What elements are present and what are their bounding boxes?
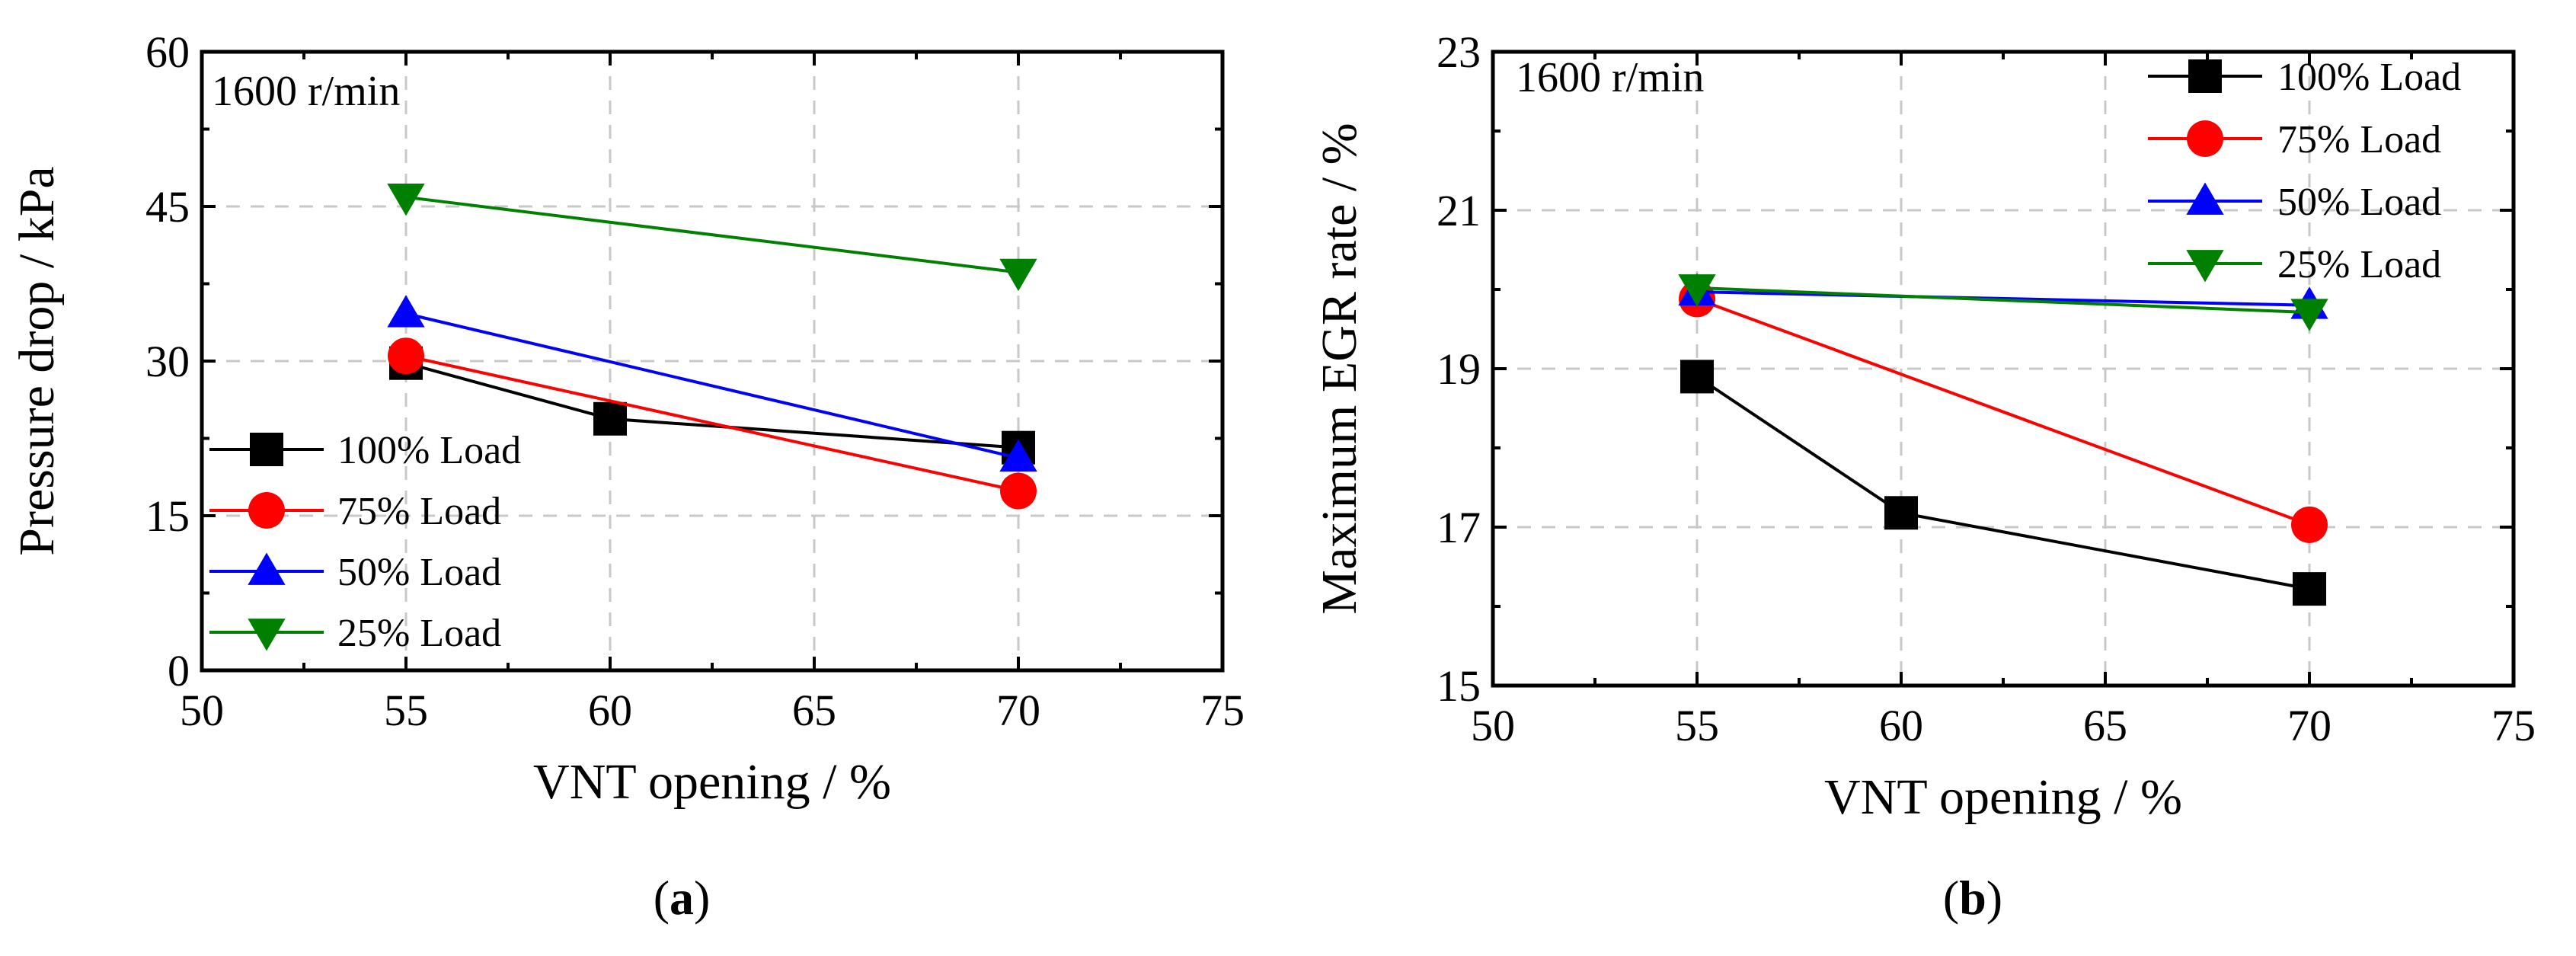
legend-marker: [248, 492, 285, 529]
caption-paren-close: ): [1986, 871, 2002, 925]
data-point: [999, 258, 1037, 292]
y-tick-label: 0: [168, 646, 190, 695]
y-tick-label: 45: [145, 182, 190, 232]
y-axis-label: Pressure drop / kPa: [9, 166, 65, 555]
series-line: [405, 312, 1019, 460]
x-tick-label: 50: [1471, 701, 1515, 750]
x-axis-label: VNT opening / %: [1824, 769, 2182, 825]
caption-paren-open: (: [654, 871, 670, 925]
x-tick-label: 75: [2491, 701, 2536, 750]
legend-label: 50% Load: [337, 551, 501, 594]
series-line: [405, 354, 1019, 493]
legend-label: 100% Load: [337, 429, 521, 472]
y-tick-label: 21: [1437, 186, 1481, 235]
legend-marker: [2186, 250, 2224, 283]
data-point: [2290, 299, 2328, 331]
x-tick-label: 70: [996, 686, 1040, 735]
data-point: [1678, 274, 1716, 307]
caption-letter: a: [670, 871, 694, 925]
caption-paren-close: ): [694, 871, 710, 925]
legend-marker: [248, 552, 286, 585]
x-tick-label: 55: [1675, 701, 1719, 750]
x-axis-label: VNT opening / %: [533, 754, 891, 810]
data-point: [1680, 360, 1714, 394]
series-line: [1696, 286, 2310, 315]
x-tick-label: 75: [1200, 686, 1245, 735]
speed-annotation: 1600 r/min: [1516, 54, 1704, 101]
data-point: [593, 401, 627, 436]
y-tick-label: 19: [1437, 344, 1481, 394]
data-point: [1000, 472, 1037, 510]
x-tick-label: 60: [1879, 701, 1923, 750]
chart-panel-b: 50 55 60 65 70 75 15 17 19 21 23 VNT opening / % Max…: [1312, 27, 2536, 925]
series-50-load: [387, 295, 1037, 472]
legend-label: 75% Load: [337, 490, 501, 533]
data-point: [2293, 572, 2326, 606]
legend-label: 50% Load: [2277, 181, 2441, 224]
legend-label: 25% Load: [2277, 243, 2441, 286]
y-tick-label: 23: [1437, 27, 1481, 77]
chart-panel-a: 50 55 60 65 70 75 0 15 30 45 60 VNT opening / % Pres…: [9, 27, 1245, 925]
legend-marker: [2187, 120, 2223, 157]
data-point: [1884, 496, 1918, 530]
y-tick-label: 30: [145, 337, 190, 386]
x-tick-label: 55: [384, 686, 428, 735]
legend-label: 100% Load: [2277, 56, 2461, 99]
series-line: [405, 195, 1019, 274]
x-tick-label: 50: [180, 686, 224, 735]
panel-caption: (a): [654, 871, 711, 925]
y-tick-label: 15: [145, 491, 190, 541]
speed-annotation: 1600 r/min: [212, 68, 400, 115]
data-point: [388, 337, 424, 375]
legend-marker: [2186, 182, 2224, 215]
legend-marker: [248, 619, 286, 651]
panel-caption: (b): [1943, 871, 2002, 925]
caption-paren-open: (: [1943, 871, 1959, 925]
series-line: [1696, 297, 2310, 526]
series-75-load: [388, 337, 1037, 510]
y-axis-label: Maximum EGR rate / %: [1312, 123, 1367, 614]
data-point: [2291, 506, 2328, 543]
series-25-load: [387, 184, 1037, 292]
data-point: [387, 295, 425, 328]
legend: 100% Load 75% Load 50% Load 25% Load: [2148, 56, 2461, 286]
series-line: [1695, 375, 2310, 591]
y-tick-label: 60: [145, 27, 190, 77]
x-tick-label: 65: [792, 686, 836, 735]
legend-marker: [2188, 59, 2222, 93]
y-tick-label: 17: [1437, 503, 1481, 552]
caption-letter: b: [1959, 871, 1986, 925]
data-point: [999, 439, 1037, 472]
series-line: [1696, 290, 2310, 307]
data-point: [387, 184, 425, 216]
legend-label: 25% Load: [337, 612, 501, 655]
x-tick-label: 65: [2083, 701, 2127, 750]
series-25-load: [1678, 274, 2328, 331]
legend: 100% Load 75% Load 50% Load 25% Load: [209, 429, 521, 655]
y-tick-label: 15: [1437, 661, 1481, 711]
series-100-load: [1680, 360, 2326, 606]
x-tick-label: 60: [588, 686, 632, 735]
series-50-load: [1678, 273, 2328, 319]
x-tick-label: 70: [2287, 701, 2332, 750]
legend-label: 75% Load: [2277, 118, 2441, 161]
legend-marker: [250, 433, 283, 466]
series-75-load: [1679, 280, 2328, 543]
